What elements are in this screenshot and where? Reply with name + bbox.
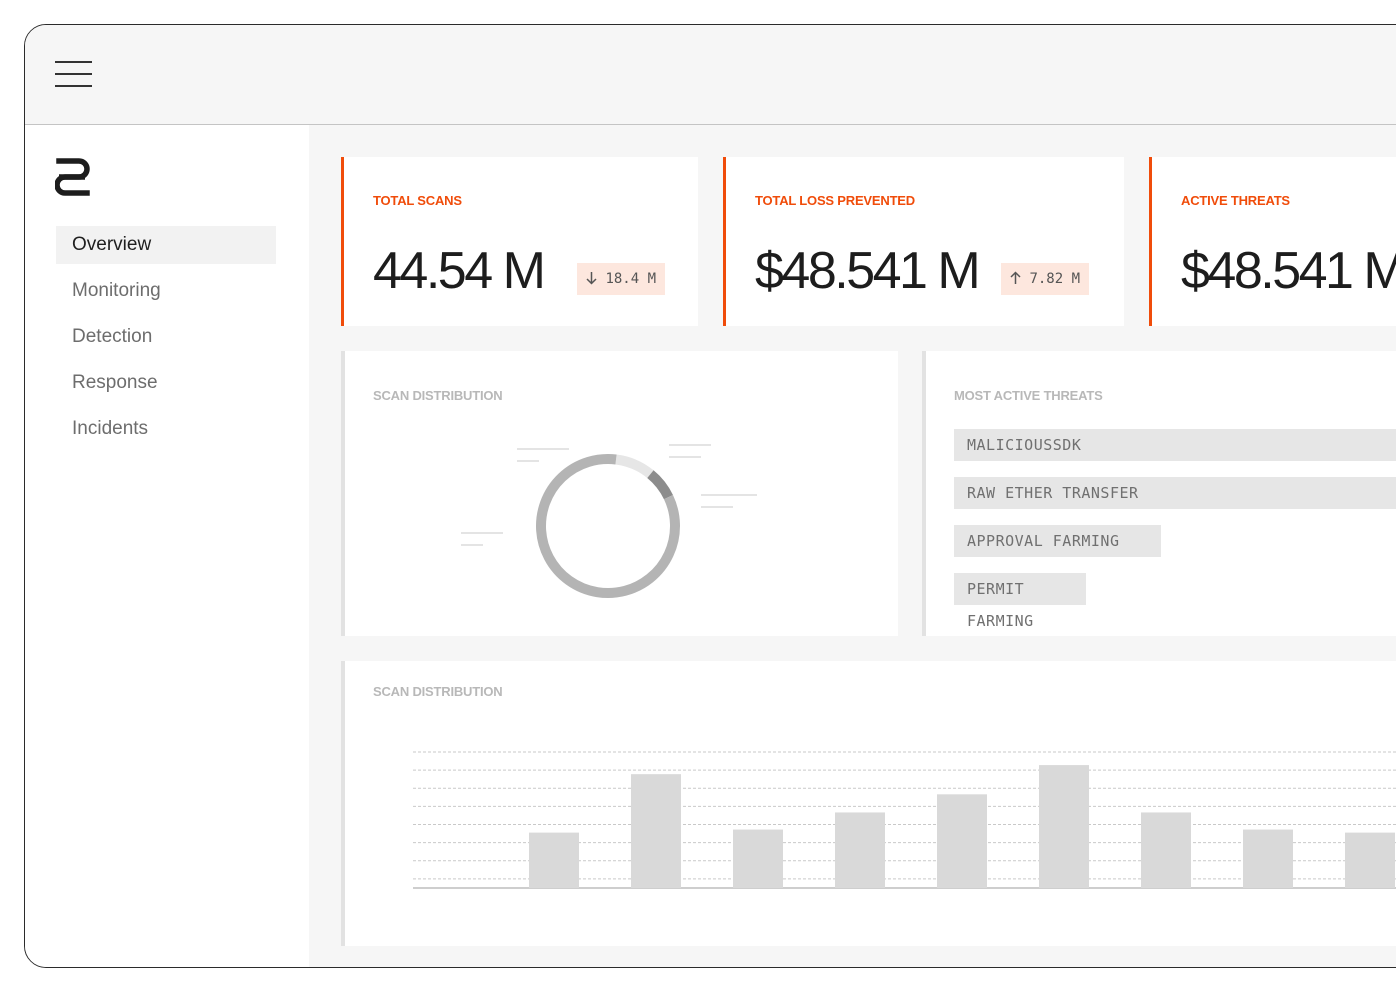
scan-distribution-bar-panel: SCAN DISTRIBUTION bbox=[341, 661, 1396, 946]
sidebar-item-detection[interactable]: Detection bbox=[72, 326, 153, 347]
sidebar-item-incidents[interactable]: Incidents bbox=[72, 418, 149, 439]
panel-title: SCAN DISTRIBUTION bbox=[373, 388, 503, 403]
stat-delta-badge: 18.4 M bbox=[577, 263, 666, 295]
bar bbox=[733, 829, 783, 888]
panel-title: MOST ACTIVE THREATS bbox=[954, 388, 1103, 403]
arrow-up-icon bbox=[1010, 271, 1021, 284]
bar bbox=[1141, 812, 1191, 888]
most-active-threats-panel: MOST ACTIVE THREATS MALICIOUSSDK RAW ETHE… bbox=[922, 351, 1396, 636]
sidebar: Overview Monitoring Detection Response Incid… bbox=[25, 125, 309, 967]
bar bbox=[835, 812, 885, 888]
stat-delta-badge: 7.82 M bbox=[1001, 263, 1090, 295]
brand-logo-icon[interactable] bbox=[55, 157, 91, 197]
panel-title: SCAN DISTRIBUTION bbox=[373, 684, 503, 699]
donut-chart bbox=[461, 444, 757, 598]
donut-slice bbox=[536, 454, 680, 598]
threat-item[interactable]: PERMIT FARMING bbox=[954, 573, 1086, 630]
stat-value: $48.541 M bbox=[755, 242, 981, 300]
bar bbox=[1345, 832, 1395, 888]
sidebar-item-response[interactable]: Response bbox=[72, 372, 158, 393]
stat-label: TOTAL LOSS PREVENTED bbox=[755, 193, 915, 208]
sidebar-item-monitoring[interactable]: Monitoring bbox=[72, 280, 161, 301]
stat-card-loss-prevented: TOTAL LOSS PREVENTED $48.541 M 7.82 M bbox=[723, 157, 1124, 326]
donut-slice bbox=[615, 454, 654, 479]
top-bar bbox=[25, 25, 1396, 125]
bar bbox=[529, 832, 579, 888]
stat-delta: 18.4 M bbox=[605, 271, 657, 287]
bar-chart bbox=[413, 751, 1396, 889]
stat-value: 44.54 M bbox=[373, 242, 546, 300]
bar bbox=[631, 774, 681, 888]
donut-slice bbox=[647, 470, 673, 500]
arrow-down-icon bbox=[586, 272, 597, 285]
scan-distribution-donut-panel: SCAN DISTRIBUTION bbox=[341, 351, 898, 636]
stat-value: $48.541 M bbox=[1181, 242, 1396, 300]
threat-item[interactable]: MALICIOUSSDK bbox=[954, 429, 1396, 461]
threat-item[interactable]: APPROVAL FARMING bbox=[954, 525, 1161, 557]
hamburger-icon[interactable] bbox=[55, 61, 93, 89]
stat-card-active-threats: ACTIVE THREATS $48.541 M bbox=[1149, 157, 1396, 326]
sidebar-nav: Overview Monitoring Detection Response Incid… bbox=[56, 226, 276, 456]
stat-card-total-scans: TOTAL SCANS 44.54 M 18.4 M bbox=[341, 157, 698, 326]
threat-item[interactable]: RAW ETHER TRANSFER bbox=[954, 477, 1396, 509]
stat-label: TOTAL SCANS bbox=[373, 193, 462, 208]
main-content: TOTAL SCANS 44.54 M 18.4 M TOTAL LOSS PR… bbox=[309, 125, 1396, 967]
stat-delta: 7.82 M bbox=[1029, 271, 1081, 287]
bar bbox=[1243, 829, 1293, 888]
bar bbox=[937, 794, 987, 888]
bar bbox=[1039, 765, 1089, 888]
sidebar-item-overview[interactable]: Overview bbox=[56, 226, 276, 264]
stat-label: ACTIVE THREATS bbox=[1181, 193, 1290, 208]
donut-leader-lines bbox=[461, 444, 757, 546]
app-window: Overview Monitoring Detection Response Incid… bbox=[24, 24, 1396, 968]
